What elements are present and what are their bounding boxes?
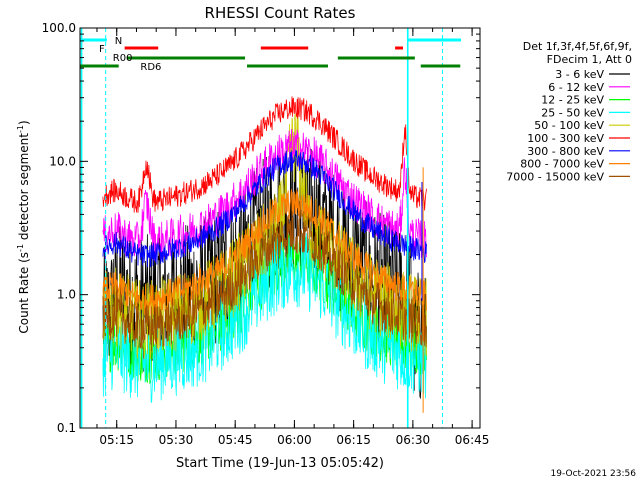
- x-tick-label: 05:45: [218, 433, 253, 447]
- series-line-7: [102, 189, 427, 316]
- flag-label-r00: R00: [113, 53, 133, 64]
- legend-label-5: 100 - 300 keV: [527, 132, 604, 145]
- flag-label-f: F: [99, 44, 105, 55]
- y-tick-label: 10.0: [49, 154, 76, 168]
- flag-label-n: N: [115, 36, 122, 47]
- y-tick-label: 100.0: [42, 21, 76, 35]
- legend-label-1: 6 - 12 keV: [548, 81, 604, 94]
- x-tick-label: 06:45: [455, 433, 490, 447]
- footer-timestamp: 19-Oct-2021 23:56: [551, 469, 637, 479]
- legend-label-8: 7000 - 15000 keV: [506, 170, 604, 183]
- chart-title: RHESSI Count Rates: [205, 4, 356, 22]
- y-axis-label-main: Count Rate (s: [17, 252, 31, 334]
- x-tick-label: 06:15: [336, 433, 371, 447]
- y-axis-label-sup2: -1: [16, 125, 25, 133]
- series-line-8: [102, 210, 427, 350]
- y-axis-label-tail: detector segment: [17, 133, 31, 244]
- x-tick-label: 05:30: [159, 433, 194, 447]
- y-tick-label: 1.0: [57, 288, 76, 302]
- y-axis-label-sup1: -1: [16, 244, 25, 252]
- legend-label-3: 25 - 50 keV: [541, 106, 604, 119]
- y-tick-label: 0.1: [57, 421, 76, 435]
- legend-label-4: 50 - 100 keV: [534, 119, 604, 132]
- legend-label-2: 12 - 25 keV: [541, 94, 604, 107]
- legend-label-7: 800 - 7000 keV: [520, 158, 604, 171]
- legend-label-6: 300 - 800 keV: [527, 145, 604, 158]
- axes-frame: [79, 27, 481, 429]
- legend: Det 1f,3f,4f,5f,6f,9f, FDecim 1, Att 0 3…: [506, 40, 632, 183]
- flag-label-rd6: RD6: [140, 62, 161, 73]
- plot-area: FN R00 RD6: [80, 28, 462, 428]
- x-tick-label: 06:00: [277, 433, 312, 447]
- x-axis-label: Start Time (19-Jun-13 05:05:42): [176, 456, 384, 471]
- legend-header-line2: FDecim 1, Att 0: [547, 53, 632, 66]
- y-axis-label-close: ): [17, 120, 31, 125]
- series-line-5: [102, 96, 427, 213]
- legend-label-0: 3 - 6 keV: [555, 68, 604, 81]
- y-axis-label: Count Rate (s-1 detector segment-1): [16, 120, 31, 333]
- x-tick-label: 06:30: [396, 433, 431, 447]
- legend-header-line1: Det 1f,3f,4f,5f,6f,9f,: [523, 40, 632, 53]
- x-tick-label: 05:15: [99, 433, 134, 447]
- series-line-6: [102, 149, 427, 268]
- axis-ticks: 0.1 1.0 10.0 100.0 05:15 05:30 05:45 06:00 06:15…: [42, 21, 490, 447]
